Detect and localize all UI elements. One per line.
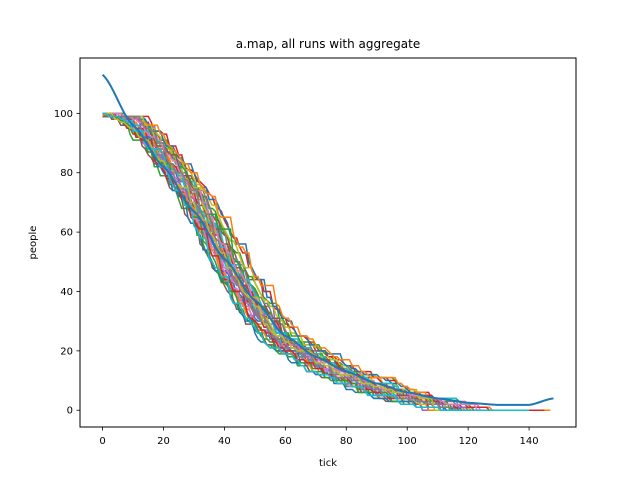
run-line [102,112,438,411]
x-axis: 0 20 40 60 80 100 120 140 [99,427,539,447]
y-tick-label: 0 [67,406,73,417]
x-tick-label: 120 [459,436,478,447]
y-tick-label: 40 [60,287,73,298]
y-tick-label: 80 [60,168,73,179]
y-tick-label: 20 [60,346,73,357]
run-line [102,112,481,411]
run-line [102,112,444,411]
aggregate-line [101,74,554,406]
x-tick-label: 100 [398,436,417,447]
run-line [102,112,530,411]
plot-frame [79,57,577,428]
y-axis-label: people [28,226,39,260]
x-tick-label: 60 [279,436,292,447]
x-tick-label: 140 [520,436,539,447]
x-tick-label: 20 [157,436,170,447]
runs-layer [102,112,551,411]
x-tick-label: 40 [218,436,231,447]
x-axis-label: tick [319,458,337,469]
run-line [102,112,453,411]
x-tick-label: 0 [99,436,105,447]
x-tick-label: 80 [340,436,353,447]
aggregate-layer [101,74,554,406]
y-tick-label: 100 [54,109,73,120]
y-tick-label: 60 [60,228,73,239]
chart-title: a.map, all runs with aggregate [236,37,420,51]
y-axis: 0 20 40 60 80 100 [54,109,80,417]
